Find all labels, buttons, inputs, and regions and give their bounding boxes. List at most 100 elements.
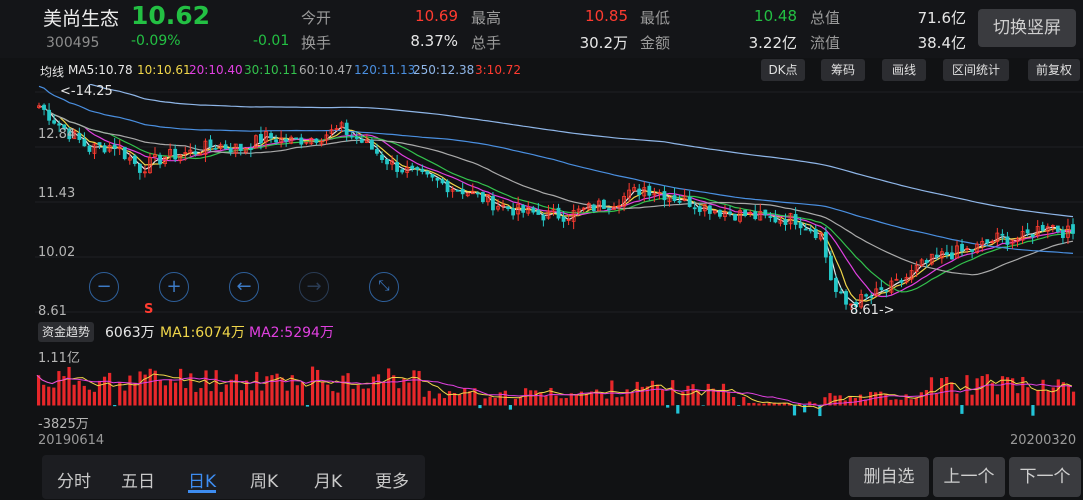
- candle-body: [375, 149, 379, 154]
- flow-bar: [361, 388, 365, 406]
- candle-body: [501, 204, 505, 207]
- flow-bar: [108, 372, 112, 406]
- candle-body: [62, 124, 67, 130]
- y-tick-label: 8.61: [38, 304, 67, 319]
- candle-body: [914, 265, 919, 273]
- quote-value-float: 38.4亿: [917, 34, 966, 52]
- candle-body: [939, 251, 944, 259]
- candle-body: [788, 213, 793, 225]
- flow-bar: [686, 385, 690, 406]
- flow-bar: [234, 374, 239, 406]
- candle-body: [571, 210, 576, 222]
- candle-body: [904, 276, 909, 283]
- candle-body: [551, 209, 556, 212]
- tab-intraday[interactable]: 分时: [57, 472, 91, 492]
- previous-stock-button[interactable]: 上一个: [933, 457, 1005, 497]
- candle-body: [985, 239, 990, 244]
- candle-body: [869, 296, 874, 298]
- quote-value-open: 10.69: [415, 7, 458, 25]
- flow-bar: [387, 368, 391, 406]
- candle-body: [793, 214, 798, 225]
- flow-bar: [1026, 387, 1030, 406]
- flow-bar: [691, 384, 695, 406]
- capital-y-max: 1.11亿: [38, 351, 80, 366]
- candle-body: [561, 216, 566, 222]
- candle-body: [1061, 229, 1065, 239]
- flow-bar: [620, 396, 624, 406]
- candle-body: [990, 240, 995, 244]
- flow-bar: [1046, 390, 1050, 406]
- candle-body: [405, 167, 410, 173]
- candle-body: [248, 148, 253, 151]
- candle-body: [445, 180, 450, 193]
- tab-weekly-k[interactable]: 周K: [250, 472, 279, 492]
- zoom-in-button[interactable]: +: [159, 272, 189, 302]
- flow-bar: [331, 391, 335, 406]
- dk-point-button[interactable]: DK点: [761, 59, 805, 81]
- candle-body: [617, 205, 621, 208]
- flow-bar: [67, 366, 71, 406]
- flow-bar: [772, 402, 776, 406]
- draw-line-button[interactable]: 画线: [882, 59, 926, 81]
- collapse-arrows-button[interactable]: ⤡: [369, 272, 399, 302]
- remove-watchlist-button[interactable]: 删自选: [849, 457, 929, 497]
- candle-body: [460, 188, 465, 195]
- forward-adjust-button[interactable]: 前复权: [1028, 59, 1080, 81]
- tab-more[interactable]: 更多: [375, 472, 409, 492]
- candle-body: [92, 143, 97, 154]
- candle-body: [137, 163, 142, 173]
- flow-bar: [777, 403, 781, 406]
- capital-trend-tag[interactable]: 资金趋势: [38, 322, 95, 342]
- switch-portrait-button[interactable]: 切换竖屏: [978, 9, 1076, 47]
- flow-bar: [640, 386, 644, 406]
- zoom-out-button[interactable]: −: [89, 272, 119, 302]
- candle-body: [430, 174, 435, 178]
- flow-bar: [940, 378, 944, 406]
- candle-body: [112, 144, 117, 149]
- ma-legend[interactable]: 均线 MA5:10.78 10:10.61 20:10.40 30:10.11 …: [0, 60, 760, 82]
- y-tick-label: 11.43: [38, 186, 76, 201]
- candle-body: [465, 192, 470, 197]
- candle-body: [647, 185, 652, 196]
- candle-body: [707, 205, 712, 214]
- flow-bar: [803, 405, 807, 413]
- flow-bar: [173, 382, 178, 406]
- next-stock-button[interactable]: 下一个: [1009, 457, 1081, 497]
- flow-bar: [828, 393, 832, 406]
- current-price: 10.62: [131, 1, 211, 30]
- candle-body: [642, 187, 647, 197]
- flow-bar: [655, 384, 660, 406]
- capital-flow-chart[interactable]: [35, 345, 1083, 430]
- flow-bar: [787, 403, 792, 406]
- tab-five-day[interactable]: 五日: [121, 472, 155, 492]
- capital-ma2: MA2:5294万: [249, 325, 334, 341]
- flow-bar: [513, 398, 518, 406]
- flow-bar: [468, 391, 472, 406]
- candle-body: [889, 280, 894, 293]
- range-stats-button[interactable]: 区间统计: [943, 59, 1009, 81]
- y-tick-label: 10.02: [38, 245, 76, 260]
- kline-chart[interactable]: [35, 84, 1083, 320]
- flow-bar: [47, 386, 51, 406]
- pan-left-button[interactable]: ←: [229, 272, 259, 302]
- candle-body: [203, 140, 208, 155]
- flow-bar: [838, 395, 842, 406]
- pan-right-button[interactable]: →: [299, 272, 329, 302]
- candle-body: [243, 147, 248, 153]
- candle-body: [87, 145, 92, 152]
- chip-button[interactable]: 筹码: [821, 59, 865, 81]
- candle-body: [385, 158, 389, 165]
- flow-bar: [950, 382, 954, 406]
- tab-daily-k[interactable]: 日K: [188, 472, 217, 492]
- flow-bar: [1011, 378, 1015, 406]
- candle-body: [929, 253, 934, 265]
- flow-bar: [808, 401, 812, 406]
- candle-body: [546, 210, 551, 219]
- candle-body: [284, 138, 289, 142]
- flow-bar: [696, 390, 700, 406]
- candle-body: [919, 259, 924, 266]
- tab-monthly-k[interactable]: 月K: [314, 472, 343, 492]
- candle-body: [718, 209, 722, 217]
- flow-bar: [863, 399, 868, 406]
- flow-bar: [681, 391, 685, 406]
